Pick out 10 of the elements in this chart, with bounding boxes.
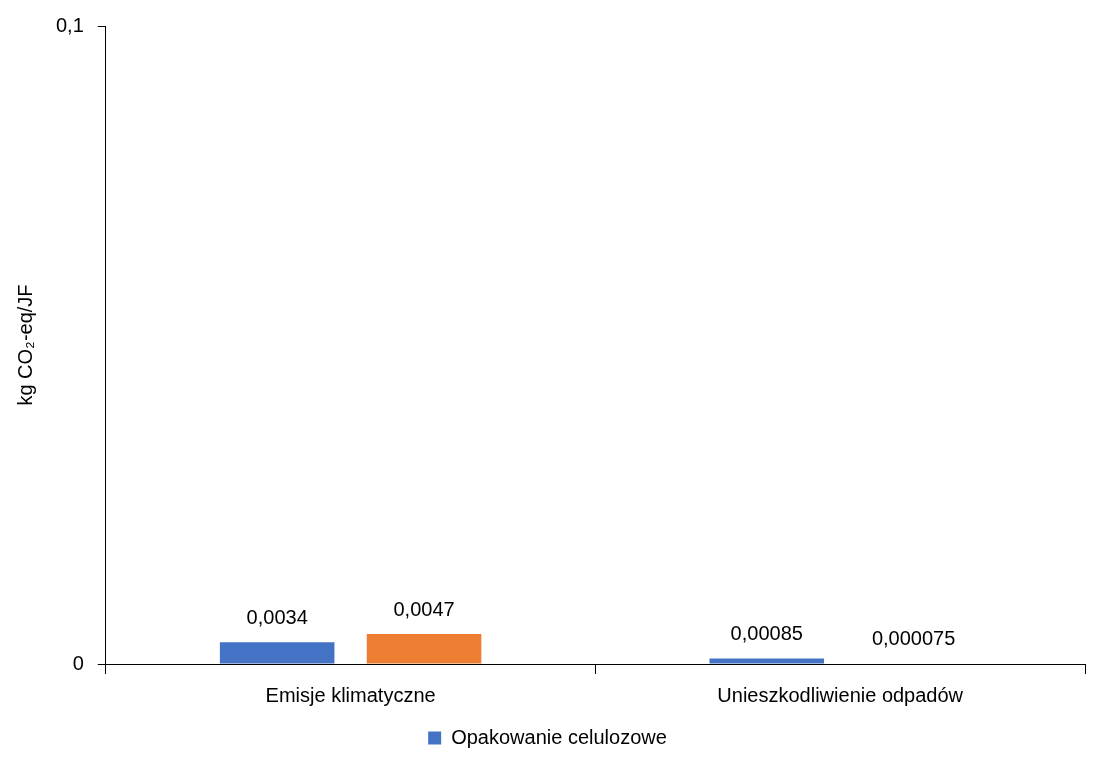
x-tick-label: Emisje klimatyczne (265, 683, 436, 706)
data-label: 0,0034 (246, 605, 308, 628)
x-tick-label: Unieszkodliwienie odpadów (717, 683, 964, 706)
y-tick-label: 0 (72, 651, 84, 674)
data-label: 0,000075 (871, 627, 956, 650)
y-axis-title: kg CO₂-eq/JF (13, 284, 36, 406)
data-label: 0,0047 (393, 597, 455, 620)
y-tick-label: 0,1 (55, 13, 84, 36)
legend-label: Opakowanie celulozowe (451, 725, 667, 748)
data-label: 0,00085 (730, 622, 803, 645)
